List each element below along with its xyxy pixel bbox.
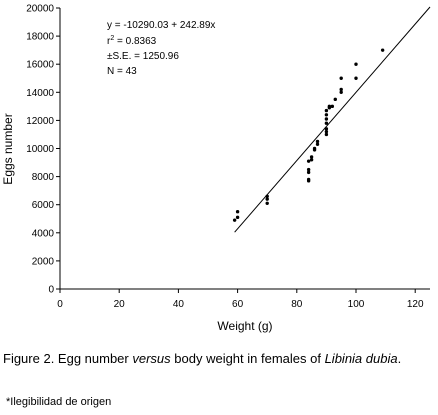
data-point	[330, 104, 335, 109]
data-point	[306, 159, 311, 163]
data-point	[339, 76, 343, 80]
data-point	[354, 62, 358, 66]
y-tick-label: 6000	[32, 200, 55, 211]
y-tick-label: 8000	[32, 172, 55, 183]
source-note: *Ilegibilidad de origen	[6, 396, 112, 408]
regression-line	[234, 6, 431, 233]
data-point	[324, 108, 329, 113]
r2-prefix: r	[107, 36, 111, 47]
caption-versus: versus	[132, 351, 171, 366]
data-point	[232, 218, 237, 222]
y-tick-label: 0	[48, 285, 54, 296]
y-tick-label: 16000	[26, 60, 54, 71]
data-point	[315, 139, 320, 144]
caption-species: Libinia dubia	[324, 351, 398, 366]
x-tick-label: 20	[114, 299, 126, 310]
data-point	[324, 121, 329, 125]
data-point	[324, 117, 329, 121]
caption-middle: body weight in females of	[170, 351, 325, 366]
y-tick-label: 2000	[32, 256, 55, 267]
data-point	[235, 210, 240, 214]
data-point	[324, 113, 329, 117]
data-point	[235, 215, 240, 220]
data-point	[354, 76, 358, 80]
y-tick-label: 20000	[26, 4, 54, 15]
data-point	[265, 197, 269, 201]
data-point	[306, 170, 311, 175]
x-axis-title: Weight (g)	[217, 319, 272, 333]
data-point	[324, 129, 329, 134]
data-points	[232, 48, 385, 222]
y-tick-label: 18000	[26, 32, 54, 43]
x-tick-label: 120	[407, 299, 424, 310]
caption-end: .	[397, 351, 402, 366]
equation-label: y = -10290.03 + 242.89x	[107, 20, 215, 31]
data-point	[309, 155, 314, 159]
x-tick-label: 0	[57, 299, 63, 310]
data-point	[333, 97, 337, 102]
data-point	[265, 201, 269, 205]
r2-exponent: 2	[110, 35, 114, 42]
r2-value: = 0.8363	[114, 36, 156, 47]
data-point	[339, 90, 343, 95]
data-point	[315, 142, 320, 146]
data-point	[327, 104, 332, 109]
x-tick-label: 80	[291, 299, 303, 310]
data-point	[306, 167, 311, 172]
data-point	[339, 87, 343, 92]
y-tick-label: 14000	[26, 88, 54, 99]
r2-label: r2 = 0.8363	[107, 35, 157, 47]
x-tick-label: 100	[348, 299, 365, 310]
figure-caption: Figure 2. Egg number versus body weight …	[3, 350, 433, 367]
scatter-chart: 0 20 40 60 80 100 120 0 2000 4000 6000 8000 10000 12…	[1, 4, 431, 333]
data-point	[312, 146, 317, 151]
data-point	[380, 48, 385, 52]
y-axis-ticks: 0 2000 4000 6000 8000 10000 12000 14000 16000 180…	[26, 4, 60, 296]
se-label: ±S.E. = 1250.96	[107, 51, 179, 62]
y-tick-label: 12000	[26, 116, 54, 127]
caption-prefix: Figure 2. Egg number	[3, 351, 133, 366]
data-point	[309, 158, 314, 162]
x-axis-ticks: 0 20 40 60 80 100 120	[57, 289, 424, 310]
data-point	[306, 177, 311, 182]
y-tick-label: 10000	[26, 144, 54, 155]
y-tick-label: 4000	[32, 228, 55, 239]
n-label: N = 43	[107, 66, 137, 77]
data-point	[324, 132, 329, 137]
regression-line-group	[234, 6, 431, 233]
y-axis-title: Eggs number	[1, 113, 15, 184]
regression-stats: y = -10290.03 + 242.89x r2 = 0.8363 ±S.E…	[107, 20, 215, 77]
x-tick-label: 60	[232, 299, 244, 310]
x-tick-label: 40	[173, 299, 185, 310]
